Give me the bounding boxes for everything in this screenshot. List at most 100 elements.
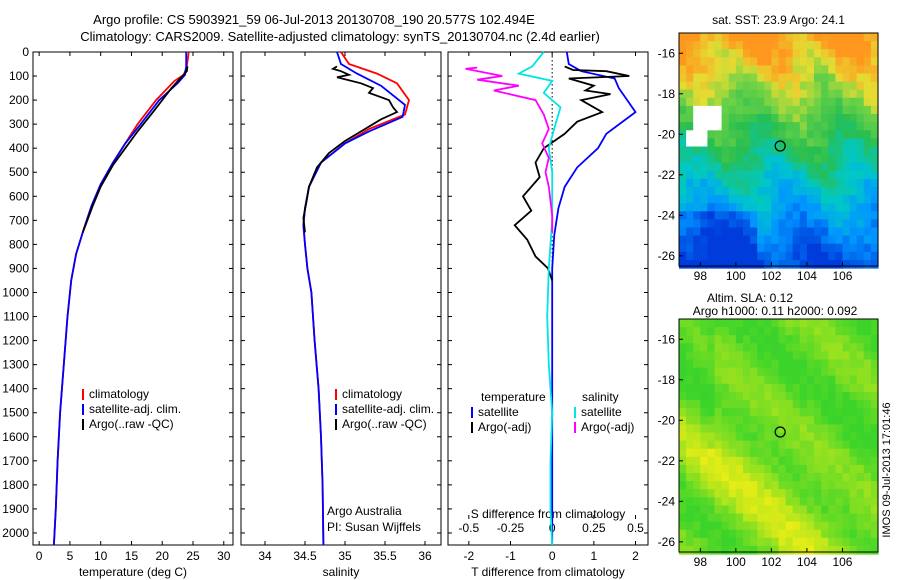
map-cell	[707, 400, 716, 409]
map-cell	[679, 424, 687, 434]
map-cell	[828, 432, 836, 442]
map-cell	[863, 440, 872, 450]
map-cell	[707, 327, 716, 336]
map-cell	[849, 154, 858, 164]
map-cell	[693, 243, 701, 253]
map-cell	[792, 335, 801, 344]
map-cell	[856, 114, 865, 123]
map-cell	[707, 243, 716, 253]
map-cell	[821, 259, 829, 269]
map-cell	[735, 456, 744, 466]
map-cell	[778, 400, 787, 409]
map-cell	[856, 456, 865, 466]
map-cell	[828, 473, 836, 482]
map-cell	[735, 81, 744, 91]
map-cell	[814, 219, 822, 229]
map-cell	[686, 33, 694, 42]
map-cell	[814, 391, 822, 401]
map-cell	[686, 130, 694, 139]
map-cell	[842, 416, 851, 425]
map-cell	[686, 327, 694, 336]
map-cell	[870, 505, 879, 515]
map-cell	[842, 424, 851, 434]
map-cell	[842, 513, 851, 523]
sst-map-frame	[678, 32, 879, 267]
map-cell	[799, 464, 808, 474]
map-cell	[714, 146, 723, 156]
map-cell	[856, 359, 865, 369]
map-cell	[856, 154, 865, 164]
map-cell	[728, 448, 737, 458]
map-x-tick-label: 104	[797, 555, 817, 569]
map-cell	[778, 359, 787, 369]
legend-label: Argo(..raw -QC)	[342, 417, 427, 431]
map-cell	[728, 391, 737, 401]
map-cell	[764, 154, 772, 164]
map-cell	[835, 391, 844, 401]
map-cell	[814, 481, 822, 490]
map-cell	[686, 383, 694, 393]
map-cell	[757, 138, 765, 148]
map-cell	[707, 351, 716, 361]
map-cell	[735, 170, 744, 180]
map-cell	[870, 513, 879, 523]
map-cell	[799, 195, 808, 204]
map-cell	[700, 41, 708, 50]
map-cell	[785, 521, 794, 531]
map-cell	[792, 424, 801, 434]
map-cell	[821, 343, 829, 352]
map-cell	[828, 424, 836, 434]
map-cell	[707, 251, 716, 261]
map-cell	[870, 57, 879, 66]
map-cell	[693, 122, 701, 131]
y-tick-label: 700	[9, 213, 29, 227]
y-tick-label: 1400	[2, 382, 29, 396]
x-tick-label: 34.5	[293, 549, 317, 563]
map-cell	[849, 57, 858, 66]
map-cell	[778, 33, 787, 42]
map-cell	[778, 187, 787, 196]
map-cell	[735, 154, 744, 164]
map-cell	[856, 327, 865, 336]
map-cell	[686, 105, 694, 115]
map-cell	[835, 138, 844, 148]
map-cell	[870, 195, 879, 204]
map-cell	[870, 456, 879, 466]
map-cell	[771, 243, 780, 253]
map-cell	[750, 162, 758, 172]
map-cell	[707, 259, 716, 269]
map-cell	[686, 456, 694, 466]
map-cell	[870, 178, 879, 188]
map-cell	[863, 343, 872, 352]
sla-map-title: Altim. SLA: 0.12	[707, 291, 793, 305]
map-cell	[821, 138, 829, 148]
map-cell	[735, 319, 744, 328]
map-cell	[700, 122, 708, 131]
map-cell	[806, 130, 815, 139]
map-cell	[679, 203, 687, 212]
map-cell	[870, 122, 879, 131]
map-cell	[714, 81, 723, 91]
y-tick-label: 1600	[2, 430, 29, 444]
map-cell	[679, 33, 687, 42]
map-cell	[735, 251, 744, 261]
map-cell	[842, 57, 851, 66]
map-cell	[728, 146, 737, 156]
map-cell	[757, 146, 765, 156]
map-cell	[778, 130, 787, 139]
x-tick-label: 5	[67, 549, 74, 563]
map-cell	[757, 65, 765, 75]
map-cell	[714, 432, 723, 442]
map-cell	[757, 464, 765, 474]
map-cell	[721, 481, 730, 490]
map-cell	[735, 105, 744, 115]
map-cell	[778, 424, 787, 434]
map-cell	[828, 89, 836, 99]
map-cell	[764, 41, 772, 50]
map-cell	[721, 49, 730, 58]
map-cell	[700, 187, 708, 196]
map-cell	[693, 351, 701, 361]
map-cell	[700, 521, 708, 531]
map-cell	[849, 105, 858, 115]
map-cell	[764, 203, 772, 212]
